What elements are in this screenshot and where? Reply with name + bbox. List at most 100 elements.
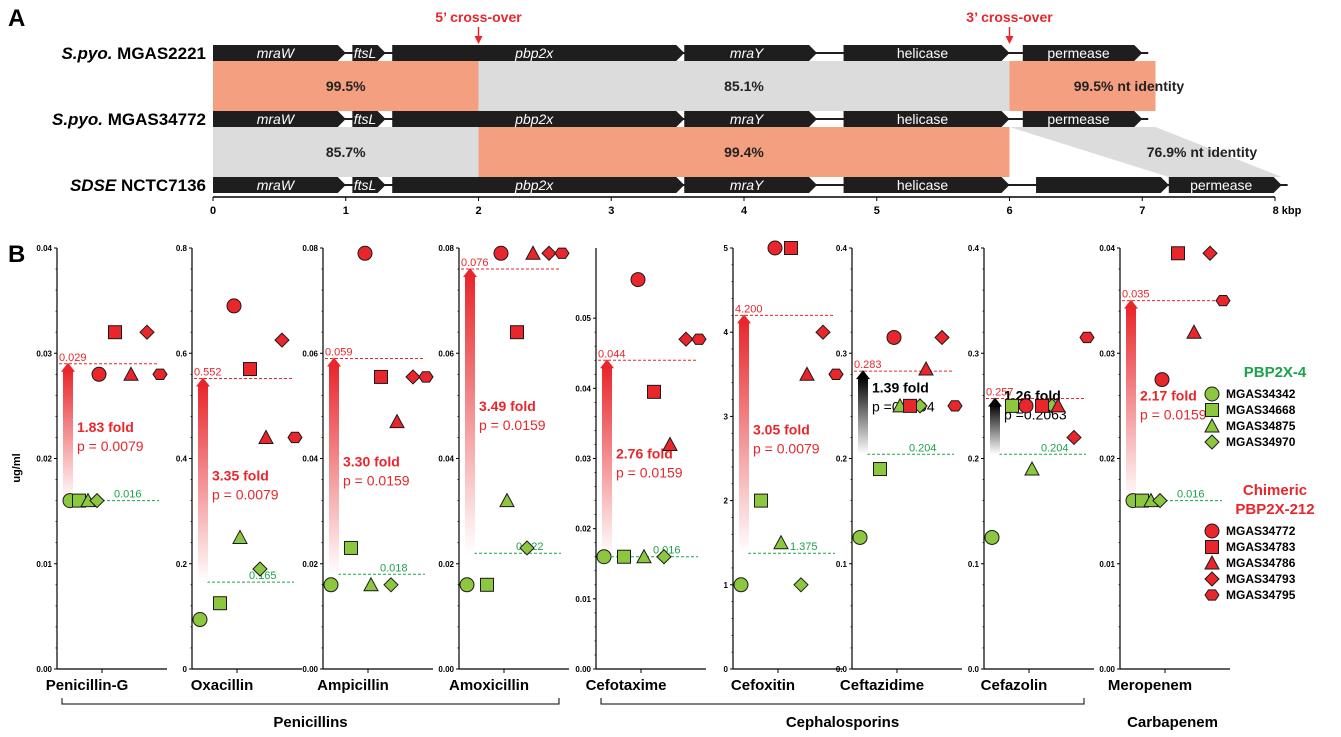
green-point xyxy=(192,612,208,628)
crossover-label: 5’ cross-over xyxy=(435,9,522,25)
y-tick-label: 0.04 xyxy=(575,384,591,393)
red-point xyxy=(1171,246,1185,261)
legend-red-marker xyxy=(1204,589,1220,601)
fold-change-arrowhead xyxy=(61,362,75,372)
scale-tick-label: 3 xyxy=(608,205,614,217)
y-tick-label: 0.01 xyxy=(1099,560,1115,569)
group-label: Cephalosporins xyxy=(786,714,899,731)
y-tick-label: 0.06 xyxy=(438,349,454,358)
chart-panel-meropenem: 0.00 0.01 0.02 0.03 0.04 Meropenem 0.016 0.035 2… xyxy=(1099,244,1231,694)
green-point xyxy=(773,534,789,550)
fold-text: 1.39 fold xyxy=(872,380,929,396)
red-point xyxy=(784,241,798,255)
green-point xyxy=(232,529,248,544)
strain-label: SDSE NCTC7136 xyxy=(70,176,206,195)
fold-text: 3.35 fold xyxy=(212,467,269,483)
y-tick-label: 0.00 xyxy=(302,665,318,674)
legend-red-label: MGAS34783 xyxy=(1226,540,1296,554)
legend-green-label: MGAS34875 xyxy=(1226,419,1296,433)
gene-label: pbp2x xyxy=(514,177,554,193)
scale-tick-value: 5 xyxy=(874,205,880,217)
strain-species: S.pyo. xyxy=(52,110,103,129)
fold-change-arrowhead xyxy=(1124,299,1138,309)
fold-change-arrow xyxy=(198,384,208,583)
identity-band xyxy=(1009,61,1156,111)
y-tick-label: 0.00 xyxy=(438,665,454,674)
identity-label: 85.1% xyxy=(724,78,764,94)
red-point xyxy=(1186,324,1202,339)
scale-tick-label: 7 xyxy=(1139,205,1145,217)
fold-change-arrow xyxy=(858,377,868,455)
gene-label: ftsL xyxy=(354,111,377,127)
chart-title: Cefoxitin xyxy=(731,677,795,694)
red-point xyxy=(108,325,122,340)
y-tick-label: 0.05 xyxy=(575,314,591,323)
gene-arrow xyxy=(1036,177,1169,193)
gene-label: permease xyxy=(1047,45,1109,61)
red-point xyxy=(647,384,661,399)
y-tick-label: 0.0 xyxy=(836,665,848,674)
group-label: Penicillins xyxy=(273,714,347,731)
y-tick-label: 0.04 xyxy=(438,455,454,464)
y-tick-label: 0.00 xyxy=(1099,665,1115,674)
gene-arrow xyxy=(843,45,1010,61)
strain-name: NCTC7136 xyxy=(116,176,206,195)
p-value-text: p = 0.0159 xyxy=(479,417,546,433)
y-tick-label: 0.08 xyxy=(438,244,454,253)
red-point xyxy=(405,369,421,385)
fold-change-arrowhead xyxy=(463,268,477,278)
y-tick-label: 0.2 xyxy=(836,455,848,464)
gene-arrow xyxy=(1022,45,1143,61)
green-point xyxy=(754,493,768,508)
green-mean-label: 0.018 xyxy=(380,562,408,574)
identity-band xyxy=(213,61,479,111)
green-point xyxy=(656,549,672,565)
gene-arrow xyxy=(213,45,346,61)
y-tick-label: 0.1 xyxy=(836,560,848,569)
y-tick-label: 0.02 xyxy=(36,455,52,464)
identity-label: 99.5% xyxy=(326,78,366,94)
green-point xyxy=(1024,460,1040,476)
group-bracket xyxy=(61,698,560,705)
identity-label: 85.7% xyxy=(326,144,366,160)
red-point xyxy=(886,329,902,345)
gene-label: mraY xyxy=(730,177,765,193)
legend-green-label: MGAS34970 xyxy=(1226,435,1296,449)
green-point xyxy=(89,492,105,509)
scale-tick-value: 7 xyxy=(1139,205,1145,217)
red-point xyxy=(1050,397,1066,413)
green-point xyxy=(459,577,475,593)
y-tick-label: 0.01 xyxy=(575,595,591,604)
red-point xyxy=(258,429,274,444)
strain-species: SDSE xyxy=(70,176,117,195)
legend-red-label: MGAS34793 xyxy=(1226,572,1296,586)
gene-label: mraW xyxy=(257,177,296,193)
red-point xyxy=(1079,331,1095,344)
crossover-arrowhead xyxy=(474,36,483,44)
green-point xyxy=(984,529,1000,545)
gene-arrow xyxy=(684,111,818,127)
red-point xyxy=(662,436,678,451)
gene-label: pbp2x xyxy=(514,45,554,61)
p-value-text: p = 0.0079 xyxy=(77,438,144,454)
legend-red-marker xyxy=(1204,523,1220,539)
chart-title: Penicillin-G xyxy=(46,677,129,694)
red-point xyxy=(630,272,646,288)
legend-green-marker xyxy=(1205,403,1219,417)
legend-green-label: MGAS34668 xyxy=(1226,403,1296,417)
legend-green-marker xyxy=(1204,417,1220,433)
gene-label: mraY xyxy=(730,111,765,127)
strain-species: S.pyo. xyxy=(61,44,112,63)
scale-tick-value: 2 xyxy=(475,205,481,217)
chart-title: Cefazolin xyxy=(981,677,1048,694)
scale-tick-value: 1 xyxy=(343,205,349,217)
red-point xyxy=(903,398,917,413)
fold-text: 3.05 fold xyxy=(753,421,810,437)
green-point xyxy=(1005,398,1019,413)
y-tick-label: 0.02 xyxy=(1099,455,1115,464)
gene-arrow xyxy=(392,111,685,127)
y-tick-label: 0.8 xyxy=(176,244,188,253)
green-mean-label: 0.204 xyxy=(1041,442,1069,454)
